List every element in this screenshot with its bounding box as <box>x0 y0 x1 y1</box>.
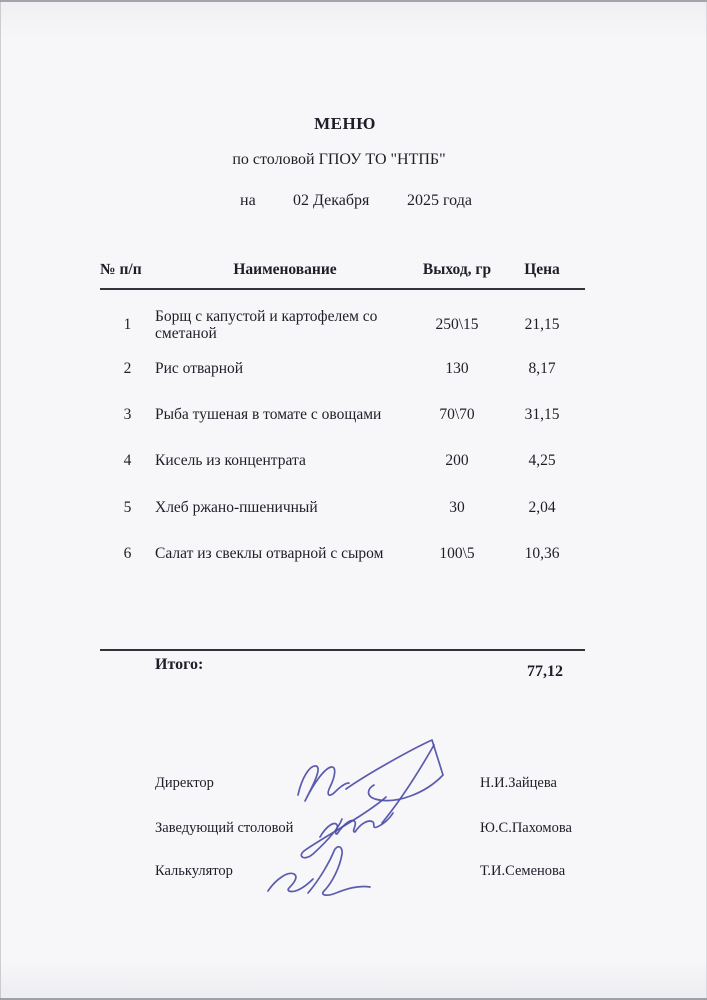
dish-price: 31,15 <box>524 406 560 424</box>
column-header-name: Наименование <box>233 261 337 278</box>
scan-edge-top <box>0 0 707 2</box>
date-prefix: на <box>240 192 256 209</box>
total-label: Итого: <box>155 656 204 673</box>
canteen-subtitle: по столовой ГПОУ ТО "НТПБ" <box>232 151 446 168</box>
handwritten-signatures <box>267 739 444 897</box>
dish-name: Кисель из концентрата <box>155 452 306 470</box>
dish-price: 21,15 <box>524 316 560 334</box>
table-row: 5 Хлеб ржано-пшеничный 30 2,04 <box>100 497 585 519</box>
signatory-role-canteen-manager: Заведующий столовой <box>155 820 294 836</box>
dish-name: Борщ с капустой и картофелем со сметаной <box>155 307 378 342</box>
dish-name: Хлеб ржано-пшеничный <box>155 499 318 517</box>
dish-price: 2,04 <box>528 499 556 517</box>
date-year: 2025 года <box>407 192 472 209</box>
dish-name: Салат из свеклы отварной с сыром <box>155 545 384 563</box>
row-number: 2 <box>123 360 132 378</box>
signature-calculator <box>267 845 371 897</box>
dish-price: 8,17 <box>528 360 556 378</box>
total-divider-line <box>100 649 585 651</box>
row-number: 4 <box>123 452 132 470</box>
dish-output: 100\5 <box>439 545 475 563</box>
row-number: 3 <box>123 406 132 424</box>
dish-name: Рис отварной <box>155 360 244 378</box>
date-value: 02 Декабря <box>293 192 370 209</box>
table-header-row: № п/п Наименование Выход, гр Цена <box>100 261 585 290</box>
column-header-price: Цена <box>524 261 560 278</box>
dish-output: 130 <box>445 360 469 378</box>
dish-output: 70\70 <box>439 406 475 424</box>
signatory-name-director: Н.И.Зайцева <box>480 775 557 791</box>
dish-output: 200 <box>445 452 469 470</box>
signatory-name-calculator: Т.И.Семенова <box>480 863 566 879</box>
column-header-output: Выход, гр <box>422 261 492 278</box>
table-row: 4 Кисель из концентрата 200 4,25 <box>100 450 585 472</box>
scan-edge-left <box>0 0 1 1000</box>
signatory-role-calculator: Калькулятор <box>155 863 233 879</box>
scan-edge-bottom <box>0 998 707 1000</box>
row-number: 1 <box>123 316 132 334</box>
dish-name: Рыба тушеная в томате с овощами <box>155 406 382 424</box>
signature-canteen-manager <box>300 796 394 859</box>
signature-director <box>297 739 444 824</box>
column-header-number: № п/п <box>100 261 142 278</box>
signatory-role-director: Директор <box>155 775 214 791</box>
table-row: 3 Рыба тушеная в томате с овощами 70\70 … <box>100 404 585 426</box>
dish-price: 4,25 <box>528 452 556 470</box>
dish-price: 10,36 <box>524 545 560 563</box>
page-title: МЕНЮ <box>314 114 376 133</box>
table-row: 1 Борщ с капустой и картофелем со сметан… <box>100 305 585 345</box>
total-value: 77,12 <box>527 663 563 680</box>
dish-output: 30 <box>449 499 465 517</box>
row-number: 6 <box>123 545 132 563</box>
dish-output: 250\15 <box>435 316 479 334</box>
table-row: 2 Рис отварной 130 8,17 <box>100 358 585 380</box>
signatory-name-canteen-manager: Ю.С.Пахомова <box>480 820 572 836</box>
table-row: 6 Салат из свеклы отварной с сыром 100\5… <box>100 543 585 565</box>
row-number: 5 <box>123 499 132 517</box>
